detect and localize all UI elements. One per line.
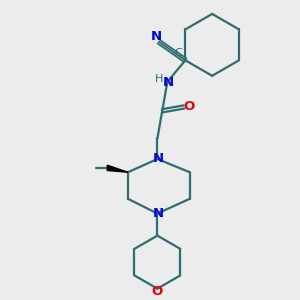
Text: N: N (153, 152, 164, 166)
Text: N: N (163, 76, 174, 89)
Text: N: N (153, 207, 164, 220)
Text: C: C (175, 47, 182, 58)
Text: N: N (151, 30, 162, 43)
Text: O: O (184, 100, 195, 113)
Polygon shape (107, 165, 128, 172)
Text: O: O (152, 284, 163, 298)
Text: H: H (155, 74, 163, 84)
